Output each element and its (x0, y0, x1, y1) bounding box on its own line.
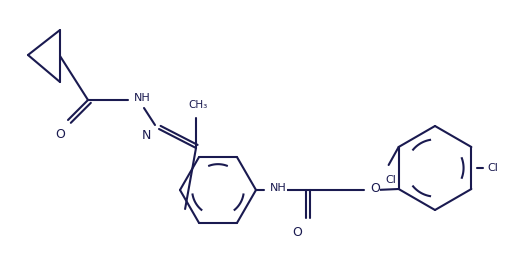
Text: NH: NH (270, 183, 287, 193)
Text: O: O (292, 226, 302, 239)
Text: Cl: Cl (385, 175, 396, 185)
Text: Cl: Cl (487, 163, 498, 173)
Text: N: N (141, 129, 151, 142)
Text: O: O (370, 181, 380, 195)
Text: CH₃: CH₃ (188, 100, 208, 110)
Text: NH: NH (134, 93, 151, 103)
Text: O: O (55, 128, 65, 141)
